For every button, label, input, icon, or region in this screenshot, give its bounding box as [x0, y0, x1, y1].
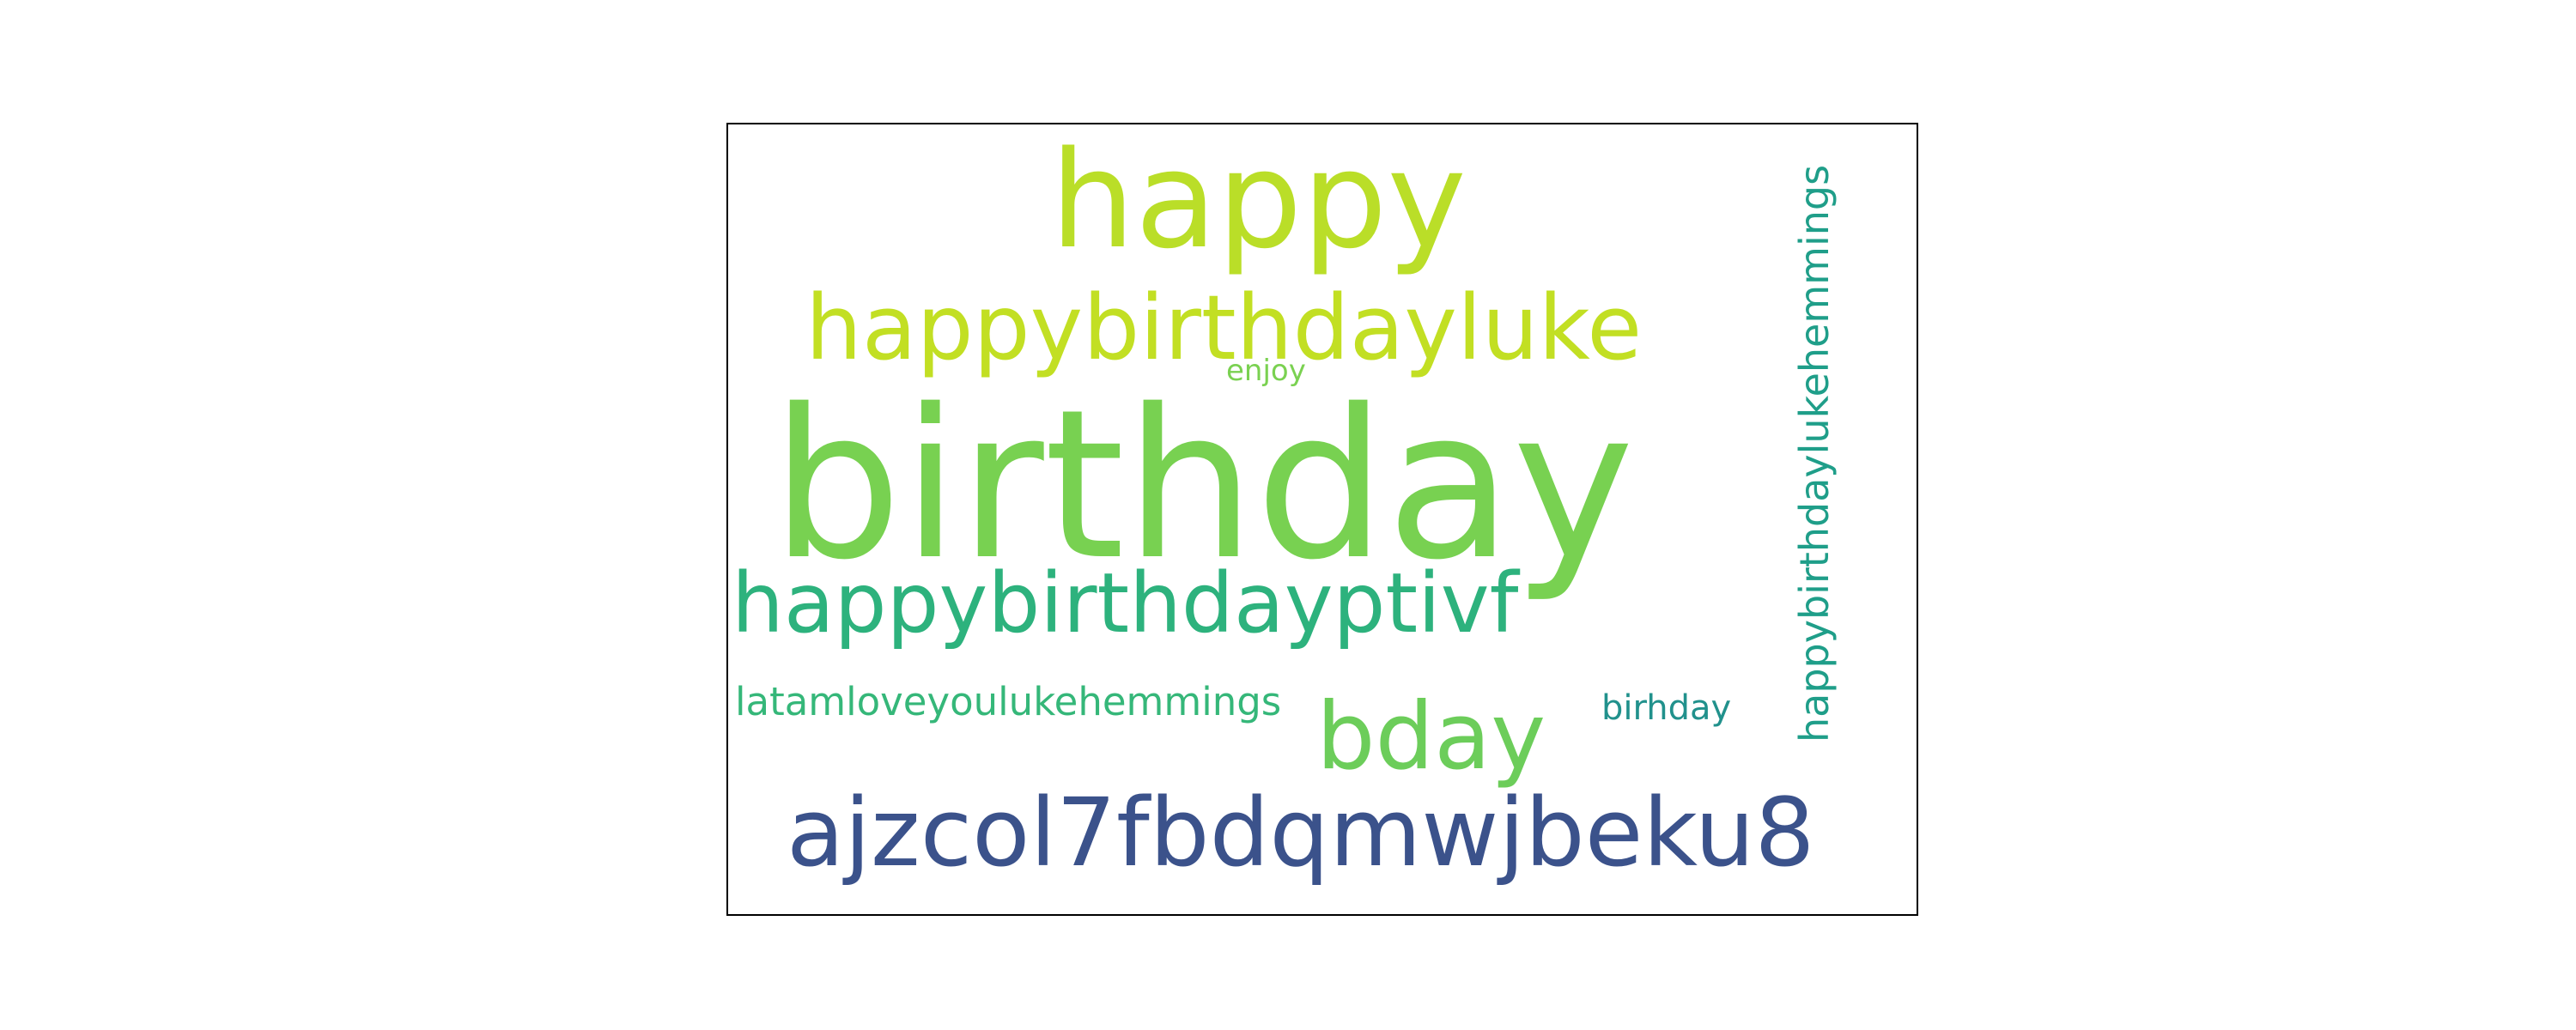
word-latamloveyoulukehemmings: latamloveyoulukehemmings — [735, 679, 1282, 724]
word-bday: bday — [1316, 683, 1546, 791]
word-happy: happy — [1050, 123, 1467, 278]
word-cloud-frame: birthday happy happybirthdayluke happybi… — [726, 123, 1918, 916]
word-happybirthdayptivf: happybirthdayptivf — [732, 555, 1519, 651]
word-happybirthdaylukehemmings-vertical: happybirthdaylukehemmings — [1791, 164, 1838, 742]
word-enjoy: enjoy — [1226, 354, 1306, 388]
word-birthday: birthday — [771, 365, 1635, 605]
word-happybirthdayluke: happybirthdayluke — [805, 276, 1643, 380]
word-birhday: birhday — [1601, 688, 1732, 728]
word-ajzcol7fbdqmwjbeku8: ajzcol7fbdqmwjbeku8 — [787, 778, 1815, 888]
